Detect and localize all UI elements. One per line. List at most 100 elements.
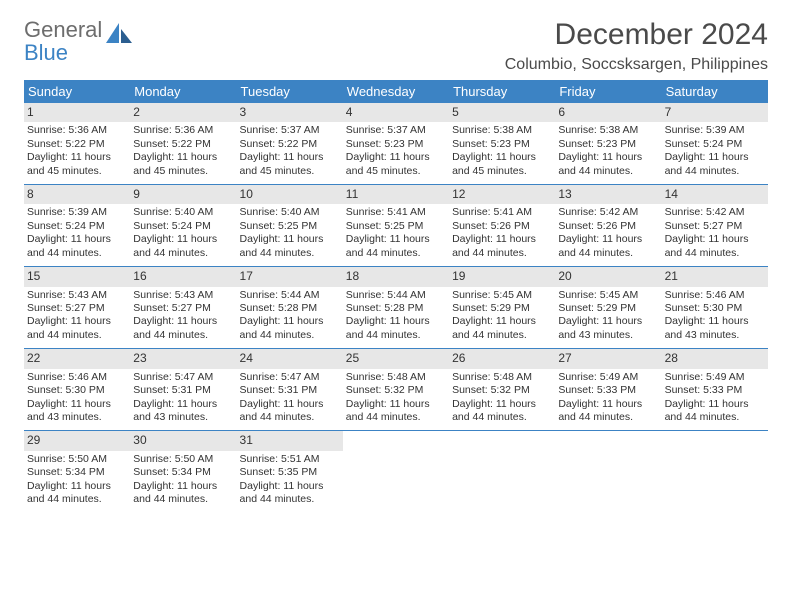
- date-number: 24: [237, 349, 343, 368]
- calendar-day-cell: 14Sunrise: 5:42 AMSunset: 5:27 PMDayligh…: [662, 185, 768, 266]
- sunrise-line: Sunrise: 5:40 AM: [133, 206, 233, 219]
- daylight-line: Daylight: 11 hours and 44 minutes.: [665, 151, 765, 178]
- sunrise-line: Sunrise: 5:37 AM: [346, 124, 446, 137]
- date-number: 16: [130, 267, 236, 286]
- sunset-line: Sunset: 5:31 PM: [240, 384, 340, 397]
- calendar-day-cell: .: [662, 431, 768, 512]
- daylight-line: Daylight: 11 hours and 44 minutes.: [240, 233, 340, 260]
- sunset-line: Sunset: 5:24 PM: [27, 220, 127, 233]
- date-number: 1: [24, 103, 130, 122]
- sunrise-line: Sunrise: 5:42 AM: [558, 206, 658, 219]
- calendar-day-cell: 23Sunrise: 5:47 AMSunset: 5:31 PMDayligh…: [130, 349, 236, 430]
- date-number: 29: [24, 431, 130, 450]
- calendar-day-cell: 1Sunrise: 5:36 AMSunset: 5:22 PMDaylight…: [24, 103, 130, 184]
- calendar-day-cell: 20Sunrise: 5:45 AMSunset: 5:29 PMDayligh…: [555, 267, 661, 348]
- month-title: December 2024: [505, 18, 768, 52]
- weeks-container: 1Sunrise: 5:36 AMSunset: 5:22 PMDaylight…: [24, 103, 768, 513]
- date-number: 25: [343, 349, 449, 368]
- weekday-header: Friday: [555, 80, 661, 103]
- sunset-line: Sunset: 5:24 PM: [665, 138, 765, 151]
- calendar-day-cell: 31Sunrise: 5:51 AMSunset: 5:35 PMDayligh…: [237, 431, 343, 512]
- date-number: 11: [343, 185, 449, 204]
- calendar-day-cell: 7Sunrise: 5:39 AMSunset: 5:24 PMDaylight…: [662, 103, 768, 184]
- sunrise-line: Sunrise: 5:51 AM: [240, 453, 340, 466]
- daylight-line: Daylight: 11 hours and 43 minutes.: [665, 315, 765, 342]
- sunset-line: Sunset: 5:32 PM: [346, 384, 446, 397]
- daylight-line: Daylight: 11 hours and 44 minutes.: [346, 315, 446, 342]
- daylight-line: Daylight: 11 hours and 44 minutes.: [558, 151, 658, 178]
- daylight-line: Daylight: 11 hours and 45 minutes.: [240, 151, 340, 178]
- calendar-day-cell: .: [555, 431, 661, 512]
- daylight-line: Daylight: 11 hours and 43 minutes.: [558, 315, 658, 342]
- sunset-line: Sunset: 5:31 PM: [133, 384, 233, 397]
- date-number: 5: [449, 103, 555, 122]
- date-number: 19: [449, 267, 555, 286]
- calendar-day-cell: .: [449, 431, 555, 512]
- sunset-line: Sunset: 5:25 PM: [346, 220, 446, 233]
- weekday-header-row: Sunday Monday Tuesday Wednesday Thursday…: [24, 80, 768, 103]
- calendar-day-cell: 3Sunrise: 5:37 AMSunset: 5:22 PMDaylight…: [237, 103, 343, 184]
- sunset-line: Sunset: 5:26 PM: [558, 220, 658, 233]
- calendar-week-row: 8Sunrise: 5:39 AMSunset: 5:24 PMDaylight…: [24, 184, 768, 266]
- calendar-day-cell: 30Sunrise: 5:50 AMSunset: 5:34 PMDayligh…: [130, 431, 236, 512]
- sunrise-line: Sunrise: 5:46 AM: [27, 371, 127, 384]
- date-number: 13: [555, 185, 661, 204]
- calendar-week-row: 22Sunrise: 5:46 AMSunset: 5:30 PMDayligh…: [24, 348, 768, 430]
- date-number: 7: [662, 103, 768, 122]
- sunset-line: Sunset: 5:29 PM: [452, 302, 552, 315]
- date-number: 8: [24, 185, 130, 204]
- daylight-line: Daylight: 11 hours and 45 minutes.: [346, 151, 446, 178]
- weekday-header: Sunday: [24, 80, 130, 103]
- sunset-line: Sunset: 5:22 PM: [240, 138, 340, 151]
- daylight-line: Daylight: 11 hours and 44 minutes.: [133, 233, 233, 260]
- daylight-line: Daylight: 11 hours and 44 minutes.: [346, 233, 446, 260]
- sunrise-line: Sunrise: 5:39 AM: [27, 206, 127, 219]
- empty-cell: .: [343, 431, 449, 450]
- calendar-day-cell: 6Sunrise: 5:38 AMSunset: 5:23 PMDaylight…: [555, 103, 661, 184]
- daylight-line: Daylight: 11 hours and 44 minutes.: [133, 480, 233, 507]
- sunset-line: Sunset: 5:24 PM: [133, 220, 233, 233]
- empty-cell: .: [555, 431, 661, 450]
- daylight-line: Daylight: 11 hours and 44 minutes.: [240, 480, 340, 507]
- date-number: 22: [24, 349, 130, 368]
- daylight-line: Daylight: 11 hours and 43 minutes.: [27, 398, 127, 425]
- date-number: 20: [555, 267, 661, 286]
- sunset-line: Sunset: 5:33 PM: [665, 384, 765, 397]
- sunset-line: Sunset: 5:22 PM: [133, 138, 233, 151]
- daylight-line: Daylight: 11 hours and 45 minutes.: [27, 151, 127, 178]
- date-number: 14: [662, 185, 768, 204]
- weekday-header: Saturday: [662, 80, 768, 103]
- calendar-day-cell: 13Sunrise: 5:42 AMSunset: 5:26 PMDayligh…: [555, 185, 661, 266]
- calendar-day-cell: 9Sunrise: 5:40 AMSunset: 5:24 PMDaylight…: [130, 185, 236, 266]
- sunrise-line: Sunrise: 5:48 AM: [452, 371, 552, 384]
- brand-text: General Blue: [24, 18, 102, 64]
- calendar-week-row: 1Sunrise: 5:36 AMSunset: 5:22 PMDaylight…: [24, 103, 768, 184]
- calendar-day-cell: 19Sunrise: 5:45 AMSunset: 5:29 PMDayligh…: [449, 267, 555, 348]
- sunrise-line: Sunrise: 5:47 AM: [240, 371, 340, 384]
- calendar-day-cell: 18Sunrise: 5:44 AMSunset: 5:28 PMDayligh…: [343, 267, 449, 348]
- weekday-header: Thursday: [449, 80, 555, 103]
- calendar-day-cell: 10Sunrise: 5:40 AMSunset: 5:25 PMDayligh…: [237, 185, 343, 266]
- sunset-line: Sunset: 5:25 PM: [240, 220, 340, 233]
- empty-cell: .: [449, 431, 555, 450]
- daylight-line: Daylight: 11 hours and 44 minutes.: [27, 480, 127, 507]
- calendar-day-cell: 12Sunrise: 5:41 AMSunset: 5:26 PMDayligh…: [449, 185, 555, 266]
- sunset-line: Sunset: 5:27 PM: [27, 302, 127, 315]
- sunset-line: Sunset: 5:28 PM: [240, 302, 340, 315]
- calendar-page: General Blue December 2024 Columbio, Soc…: [0, 0, 792, 525]
- date-number: 27: [555, 349, 661, 368]
- calendar-day-cell: 15Sunrise: 5:43 AMSunset: 5:27 PMDayligh…: [24, 267, 130, 348]
- calendar-day-cell: 29Sunrise: 5:50 AMSunset: 5:34 PMDayligh…: [24, 431, 130, 512]
- brand-word-1: General: [24, 18, 102, 41]
- sunrise-line: Sunrise: 5:50 AM: [27, 453, 127, 466]
- sunset-line: Sunset: 5:23 PM: [452, 138, 552, 151]
- date-number: 30: [130, 431, 236, 450]
- daylight-line: Daylight: 11 hours and 44 minutes.: [27, 315, 127, 342]
- sunset-line: Sunset: 5:23 PM: [558, 138, 658, 151]
- daylight-line: Daylight: 11 hours and 44 minutes.: [452, 398, 552, 425]
- sunrise-line: Sunrise: 5:36 AM: [27, 124, 127, 137]
- calendar-day-cell: 16Sunrise: 5:43 AMSunset: 5:27 PMDayligh…: [130, 267, 236, 348]
- brand-sail-icon: [106, 23, 134, 47]
- sunset-line: Sunset: 5:28 PM: [346, 302, 446, 315]
- sunrise-line: Sunrise: 5:46 AM: [665, 289, 765, 302]
